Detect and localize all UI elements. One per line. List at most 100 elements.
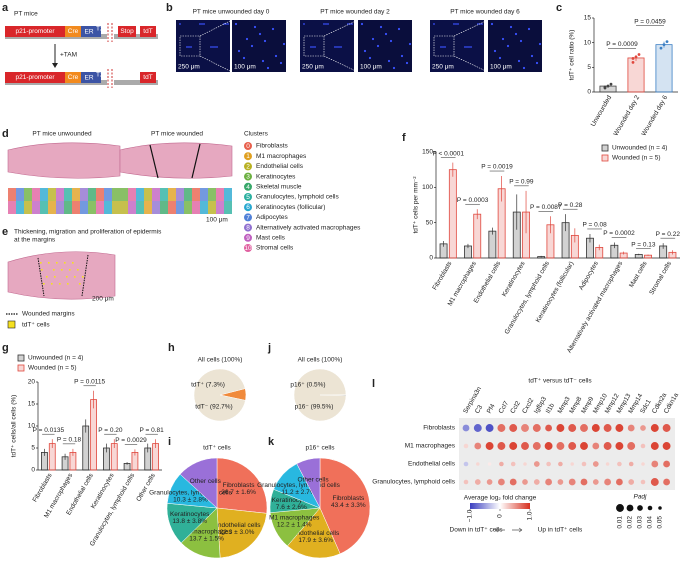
cluster-number: 7: [246, 214, 250, 221]
dot: [487, 462, 492, 466]
cluster-spot: [200, 201, 208, 214]
nucleus: [282, 42, 286, 46]
x-tick-label: Granulocytes, lymphoid cells: [504, 260, 552, 336]
tdt-cell: [82, 276, 84, 278]
cluster-swatch: [244, 223, 252, 232]
dot: [533, 479, 540, 485]
cluster-spot: [144, 188, 152, 201]
nucleus: [530, 54, 534, 58]
cluster-spot: [208, 188, 216, 201]
nucleus: [336, 46, 338, 48]
slice-label: Other cells: [298, 477, 330, 484]
dot: [521, 424, 529, 432]
tdt-text: tdT: [143, 28, 152, 35]
annotation: Thickening, migration and proliferation …: [14, 229, 162, 236]
cluster-spot: [136, 201, 144, 214]
legend-label: Wounded (n = 5): [28, 365, 76, 372]
y-tick-label: 0: [429, 255, 433, 262]
nucleus: [514, 32, 518, 36]
cluster-swatch: [244, 172, 252, 181]
micrograph: [430, 20, 484, 72]
slice-value-label: tdT⁺ (7.3%): [191, 382, 225, 389]
size-legend-dot: [626, 504, 634, 512]
p-value: P = 0.0459: [634, 18, 666, 25]
p-value: P = 0.13: [631, 241, 656, 248]
dot: [545, 478, 552, 486]
panel-title: PT mice: [14, 11, 38, 18]
dot: [615, 424, 624, 432]
nucleus: [188, 46, 190, 48]
cluster-swatch: [244, 142, 252, 150]
nucleus: [433, 23, 435, 25]
nucleus: [237, 49, 241, 53]
tdt-cell: [74, 276, 76, 278]
dot: [640, 425, 646, 431]
pie-slice: [179, 457, 218, 509]
slice-label: Keratinocytes: [170, 511, 210, 518]
cluster-name: Mast cells: [256, 235, 286, 242]
p-value: P = 0.0002: [603, 230, 635, 237]
cluster-number: 2: [246, 163, 250, 170]
cluster-spot: [176, 201, 184, 214]
micrograph: [176, 20, 230, 72]
legend-title: Clusters: [244, 131, 269, 138]
p-value: P = 0.0087: [530, 204, 562, 211]
cluster-name: Keratinocytes (follicular): [256, 204, 325, 211]
chart-title: tdT⁺ versus tdT⁻ cells: [528, 378, 592, 385]
y-tick-label: 0: [31, 467, 35, 474]
cluster-spot: [64, 201, 72, 214]
dot: [556, 442, 565, 450]
nucleus: [455, 23, 457, 25]
data-point: [662, 43, 666, 47]
dot: [556, 424, 565, 432]
nucleus: [442, 46, 444, 48]
dot: [498, 478, 505, 486]
cluster-spot: [104, 201, 112, 214]
dot: [651, 460, 659, 468]
dot: [662, 424, 671, 432]
down-label: Down in tdT⁺ cells: [450, 527, 504, 534]
cluster-spot: [120, 188, 128, 201]
nucleus: [444, 46, 446, 48]
scale-bar-label: 250 μm: [178, 64, 200, 71]
nucleus: [338, 46, 340, 48]
scale-bar-label: 100 μm: [206, 217, 228, 224]
slice-value-label: 13.7 ± 1.5%: [189, 535, 224, 542]
nucleus: [214, 46, 216, 48]
cluster-spot: [224, 201, 232, 214]
dot: [522, 479, 528, 485]
he-section: [119, 142, 233, 179]
cluster-number: 4: [246, 184, 250, 191]
p-value: P = 0.08: [582, 222, 607, 229]
cre-text: Cre: [68, 74, 79, 81]
cluster-spot: [16, 188, 24, 201]
pie-title: p16⁺ cells: [305, 445, 335, 452]
dot: [627, 424, 635, 432]
cluster-spot: [72, 188, 80, 201]
image-title: PT mice wounded: [151, 131, 203, 138]
cluster-swatch: [244, 162, 252, 171]
nucleus: [253, 25, 257, 29]
nucleus: [186, 46, 188, 48]
cluster-name: M1 macrophages: [256, 153, 307, 160]
stop-block: [118, 26, 136, 37]
row-label: Fibroblasts: [423, 425, 456, 432]
cluster-spot: [80, 188, 88, 201]
p-value: P = 0.22: [656, 231, 681, 238]
x-tick-label: Wounded day 6: [640, 94, 669, 137]
cluster-name: Endothelial cells: [256, 163, 304, 170]
cluster-swatch: [244, 152, 252, 161]
cluster-spot: [144, 201, 152, 214]
slice-label: Granulocytes, lymphoid cells: [257, 482, 340, 489]
cluster-swatch: [244, 193, 252, 201]
x-tick-label: Wounded day 2: [612, 94, 641, 137]
nucleus: [405, 61, 409, 65]
cluster-spot: [120, 201, 128, 214]
dot: [474, 479, 481, 485]
tdt-cell: [53, 269, 55, 271]
nucleus: [538, 42, 542, 46]
nucleus: [312, 46, 314, 48]
slice-label: Endothelial cells: [292, 530, 340, 537]
micrograph-zoom: [232, 20, 286, 72]
